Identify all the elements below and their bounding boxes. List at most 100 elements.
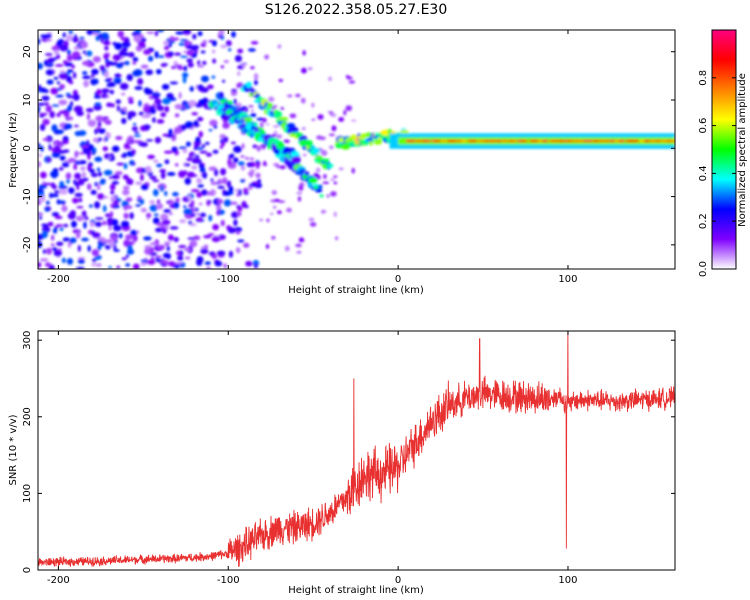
heatmap-blob: [156, 203, 164, 210]
heatmap-blob: [114, 175, 120, 179]
heatmap-blob: [190, 188, 200, 193]
heatmap-blob: [183, 208, 193, 215]
heatmap-blob: [115, 135, 123, 141]
heatmap-blob: [223, 263, 227, 269]
heatmap-blob: [333, 175, 338, 178]
heatmap-blob: [59, 44, 68, 52]
heatmap-blob: [317, 184, 323, 189]
heatmap-blob: [253, 73, 259, 81]
heatmap-blob: [96, 167, 101, 172]
heatmap-blob: [240, 179, 246, 183]
heatmap-blob: [373, 138, 383, 145]
heatmap-blob: [157, 105, 165, 112]
heatmap-blob: [228, 250, 234, 258]
y-tick-label: -10: [22, 188, 33, 204]
heatmap-blob: [253, 263, 258, 269]
heatmap-blob: [143, 87, 150, 94]
heatmap-blob: [152, 189, 159, 197]
heatmap-blob: [74, 150, 79, 158]
heatmap-blob: [63, 149, 70, 153]
snr-x-axis-label: Height of straight line (km): [288, 585, 424, 596]
heatmap-blob: [187, 237, 196, 240]
heatmap-blob: [180, 250, 184, 256]
heatmap-blob: [68, 80, 74, 85]
heatmap-blob: [279, 165, 286, 170]
heatmap-blob: [218, 91, 224, 99]
heatmap-blob: [89, 204, 93, 208]
heatmap-blob: [51, 247, 58, 251]
heatmap-blob: [121, 257, 127, 261]
heatmap-blob: [216, 209, 220, 216]
heatmap-blob: [103, 169, 113, 176]
heatmap-blob: [74, 172, 82, 180]
heatmap-blob: [196, 177, 203, 184]
heatmap-blob: [81, 144, 89, 149]
heatmap-blob: [88, 168, 95, 173]
heatmap-blob: [236, 211, 242, 217]
heatmap-blob: [104, 45, 109, 51]
heatmap-blob: [187, 194, 191, 201]
heatmap-blob: [61, 161, 70, 168]
heatmap-blob: [161, 83, 170, 90]
x-tick-label: 100: [558, 274, 577, 285]
heatmap-blob: [155, 227, 161, 233]
heatmap-blob: [126, 136, 134, 141]
heatmap-blob: [47, 221, 54, 227]
heatmap-blob: [167, 261, 176, 267]
spectrogram-frame: [37, 29, 676, 270]
heatmap-blob: [202, 39, 208, 44]
heatmap-blob: [53, 50, 60, 55]
heatmap-blob: [259, 218, 264, 222]
heatmap-blob: [192, 33, 197, 40]
heatmap-blob: [266, 218, 270, 223]
heatmap-blob: [586, 139, 594, 143]
heatmap-blob: [113, 199, 120, 205]
heatmap-blob: [147, 154, 156, 160]
heatmap-blob: [200, 75, 210, 83]
heatmap-blob: [236, 82, 243, 89]
heatmap-blob: [71, 197, 79, 204]
heatmap-blob: [132, 70, 141, 77]
heatmap-blob: [200, 189, 208, 196]
heatmap-blob: [156, 199, 161, 204]
heatmap-blob: [61, 257, 66, 264]
heatmap-blob: [191, 112, 199, 116]
heatmap-blob: [311, 102, 315, 108]
colorbar-tick-label: 0.6: [698, 118, 709, 134]
heatmap-blob: [125, 197, 133, 202]
heatmap-blob: [116, 105, 120, 112]
heatmap-blob: [320, 158, 330, 162]
heatmap-blob: [71, 220, 77, 228]
heatmap-blob: [250, 66, 255, 70]
heatmap-blob: [108, 226, 112, 230]
heatmap-blob: [189, 86, 195, 92]
heatmap-blob: [273, 198, 281, 203]
heatmap-blob: [178, 170, 186, 178]
heatmap-blob: [265, 244, 270, 249]
heatmap-blob: [272, 125, 280, 128]
heatmap-blob: [119, 82, 129, 90]
heatmap-blob: [247, 48, 256, 52]
heatmap-blob: [104, 70, 109, 78]
heatmap-blob: [307, 67, 313, 71]
heatmap-blob: [156, 259, 161, 263]
heatmap-blob: [180, 124, 187, 130]
heatmap-blob: [200, 248, 209, 255]
colorbar-tick-label: 0.2: [698, 213, 709, 229]
heatmap-blob: [132, 61, 137, 65]
heatmap-blob: [208, 166, 217, 171]
heatmap-blob: [231, 31, 236, 38]
heatmap-blob: [86, 112, 91, 121]
heatmap-blob: [274, 104, 278, 109]
heatmap-blob: [220, 65, 224, 69]
heatmap-blob: [346, 76, 353, 80]
heatmap-blob: [207, 233, 215, 236]
heatmap-blob: [217, 198, 224, 204]
heatmap-blob: [222, 79, 226, 83]
heatmap-blob: [96, 183, 101, 191]
heatmap-blob: [219, 145, 224, 149]
heatmap-blob: [184, 177, 192, 185]
heatmap-blob: [251, 161, 256, 168]
heatmap-blob: [230, 211, 239, 219]
heatmap-blob: [283, 139, 290, 144]
